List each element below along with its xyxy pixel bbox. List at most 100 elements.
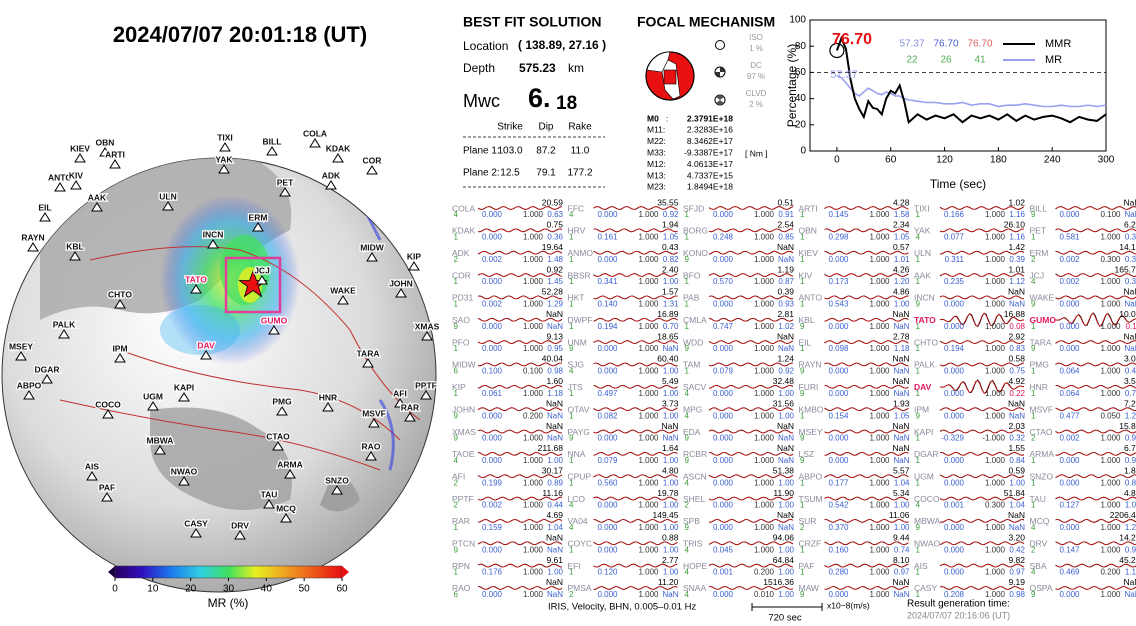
station-stat: 1.04	[1125, 501, 1136, 510]
station-stat: 0.120	[597, 568, 618, 577]
station-stat: 1	[569, 277, 574, 286]
station-label: CTAO	[266, 431, 290, 441]
magnitude-frac: 18	[556, 93, 577, 114]
station-stat: 0.000	[713, 523, 734, 532]
station-stat: 2	[454, 255, 459, 264]
waveform-synthetic	[477, 586, 563, 590]
station-stat: 1.27	[1125, 523, 1136, 532]
station-stat: 0.100	[1100, 210, 1121, 219]
station-name: HOPE	[683, 561, 707, 571]
station-name: PET	[1030, 226, 1047, 236]
station-stat: 0.000	[1059, 590, 1080, 599]
station-name: VA04	[568, 516, 588, 526]
waveform-synthetic	[1055, 541, 1136, 546]
station-stat: 1.000	[1100, 434, 1121, 443]
station-stat: NaN	[893, 456, 909, 465]
station-marker	[69, 251, 81, 261]
station-label: OBN	[96, 137, 115, 147]
waveform-synthetic	[824, 474, 909, 479]
station-stat: 1.000	[985, 590, 1006, 599]
station-stat: 0.300	[985, 501, 1006, 510]
station-stat: 1.000	[754, 255, 775, 264]
waveform-synthetic	[708, 541, 794, 546]
station-stat: 2	[1031, 545, 1036, 554]
station-stat: 1	[1031, 501, 1036, 510]
station-value: 4.92	[1008, 376, 1025, 386]
station-label: TIXI	[217, 132, 233, 142]
station-stat: 0.747	[713, 322, 734, 331]
station-marker	[256, 275, 268, 285]
station-value: 16.89	[657, 309, 679, 319]
station-stat: 1.000	[523, 568, 544, 577]
station-stat: 1	[685, 300, 690, 309]
waveform-synthetic	[1055, 206, 1136, 210]
station-value: 0.75	[546, 220, 563, 230]
station-stat: 1	[800, 545, 805, 554]
waveform-synthetic	[593, 228, 678, 233]
station-stat: 0.000	[944, 300, 965, 309]
station-label: ULN	[159, 191, 176, 201]
legend-stat: 76.70	[933, 39, 958, 50]
station-stat: 1.31	[663, 300, 679, 309]
station-label: INCN	[203, 229, 224, 239]
station-label: PPTF	[415, 380, 437, 390]
station-name: ASCN	[683, 471, 707, 481]
station-label: COLA	[303, 128, 327, 138]
station-stat: 0.581	[1059, 232, 1080, 241]
station-label: PMG	[272, 396, 292, 406]
station-stat: NaN	[547, 322, 563, 331]
station-value: NaN	[1123, 331, 1136, 341]
station-stat: 4	[569, 367, 574, 376]
station-stat: 1.000	[985, 322, 1006, 331]
station-stat: 1.000	[1100, 389, 1121, 398]
station-stat: 4	[916, 501, 921, 510]
station-name: UNM	[568, 337, 587, 347]
station-stat: 1	[916, 277, 921, 286]
legend-stat: 57.37	[899, 39, 924, 50]
station-marker	[27, 242, 39, 252]
station-stat: 1.000	[754, 322, 775, 331]
station-stat: 1.000	[1100, 300, 1121, 309]
station-name: EDA	[683, 427, 701, 437]
station-stat: 1	[800, 255, 805, 264]
station-stat: 0.000	[1059, 344, 1080, 353]
station-stat: 1.05	[894, 411, 910, 420]
waveform-synthetic	[939, 206, 1025, 210]
station-stat: 0.000	[482, 277, 503, 286]
series-line	[835, 35, 1107, 125]
station-stat: 9	[1031, 344, 1036, 353]
waveform-synthetic	[477, 474, 563, 479]
station-value: 4.80	[662, 465, 679, 475]
station-stat: 9	[916, 523, 921, 532]
station-stat: 1.000	[754, 389, 775, 398]
station-name: TSUM	[799, 494, 823, 504]
magnitude-int: 6.	[528, 83, 551, 113]
station-value: 40.04	[542, 354, 564, 364]
station-name: KDAK	[452, 226, 475, 236]
station-value: 4.28	[893, 197, 910, 207]
station-value: NaN	[661, 421, 678, 431]
waveform-synthetic	[824, 384, 909, 389]
station-stat: 0.000	[482, 545, 503, 554]
station-label: KAPI	[174, 382, 194, 392]
station-stat: 0.002	[1059, 277, 1080, 286]
station-marker	[368, 418, 380, 428]
station-value: NaN	[777, 421, 794, 431]
station-stat: 1.000	[638, 523, 659, 532]
station-name: JTS	[568, 382, 583, 392]
station-stat: 0.000	[1059, 523, 1080, 532]
station-stat: 1	[800, 478, 805, 487]
station-stat: 1.000	[869, 322, 890, 331]
legend-stat: 22	[906, 55, 918, 66]
station-stat: 1	[569, 456, 574, 465]
station-name: GUMO	[1030, 315, 1057, 325]
station-value: NaN	[546, 398, 563, 408]
station-marker	[280, 513, 292, 523]
station-value: 9.19	[1008, 577, 1025, 587]
station-name: DWPF	[568, 315, 593, 325]
waveform-synthetic	[477, 250, 563, 255]
waveform-synthetic	[708, 451, 794, 456]
station-stat: 1.000	[985, 344, 1006, 353]
generated-time: 2024/07/07 20:16:06 (UT)	[907, 610, 1010, 620]
station-name: RPN	[452, 561, 470, 571]
